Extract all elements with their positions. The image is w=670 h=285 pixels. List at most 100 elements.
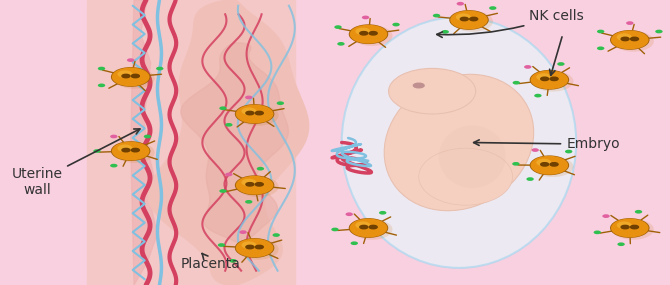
- Circle shape: [630, 37, 639, 41]
- Ellipse shape: [442, 30, 449, 34]
- Ellipse shape: [531, 70, 568, 89]
- Ellipse shape: [350, 25, 387, 44]
- Ellipse shape: [610, 218, 649, 238]
- Ellipse shape: [530, 155, 569, 175]
- Ellipse shape: [113, 142, 155, 163]
- Ellipse shape: [616, 221, 632, 229]
- Ellipse shape: [433, 14, 440, 17]
- Ellipse shape: [351, 25, 393, 46]
- Ellipse shape: [225, 173, 232, 176]
- Ellipse shape: [110, 164, 117, 168]
- Ellipse shape: [452, 11, 493, 32]
- Ellipse shape: [530, 70, 569, 90]
- Ellipse shape: [536, 159, 551, 166]
- Ellipse shape: [626, 21, 634, 25]
- Ellipse shape: [532, 71, 574, 91]
- Ellipse shape: [355, 28, 371, 35]
- Circle shape: [470, 17, 478, 21]
- Polygon shape: [87, 0, 295, 285]
- Ellipse shape: [112, 142, 149, 160]
- Polygon shape: [181, 43, 288, 242]
- Ellipse shape: [245, 200, 253, 204]
- Circle shape: [360, 32, 368, 35]
- Circle shape: [131, 74, 139, 78]
- Circle shape: [122, 148, 130, 152]
- Ellipse shape: [489, 6, 496, 10]
- Ellipse shape: [239, 230, 247, 234]
- Ellipse shape: [237, 239, 279, 260]
- Ellipse shape: [350, 219, 387, 237]
- Circle shape: [255, 245, 263, 249]
- Ellipse shape: [531, 156, 568, 175]
- Ellipse shape: [351, 219, 393, 240]
- Ellipse shape: [93, 149, 100, 153]
- Ellipse shape: [241, 107, 257, 115]
- Ellipse shape: [456, 13, 471, 21]
- Ellipse shape: [257, 167, 264, 170]
- Ellipse shape: [236, 239, 273, 257]
- Ellipse shape: [225, 123, 232, 127]
- Ellipse shape: [237, 105, 279, 126]
- Ellipse shape: [236, 176, 273, 195]
- Circle shape: [246, 245, 254, 249]
- Circle shape: [255, 183, 263, 186]
- Ellipse shape: [389, 68, 476, 114]
- Ellipse shape: [219, 189, 226, 193]
- Circle shape: [550, 163, 558, 166]
- Circle shape: [621, 37, 629, 41]
- Ellipse shape: [235, 238, 274, 258]
- Ellipse shape: [235, 175, 274, 195]
- Ellipse shape: [655, 30, 663, 33]
- Ellipse shape: [144, 135, 151, 138]
- Ellipse shape: [98, 67, 105, 70]
- Circle shape: [541, 77, 549, 81]
- Ellipse shape: [334, 25, 342, 29]
- Ellipse shape: [277, 101, 284, 105]
- Ellipse shape: [557, 62, 565, 66]
- Circle shape: [413, 83, 424, 88]
- Circle shape: [541, 163, 549, 166]
- Ellipse shape: [112, 68, 149, 86]
- Ellipse shape: [531, 148, 539, 152]
- Ellipse shape: [384, 74, 534, 211]
- Ellipse shape: [597, 46, 604, 50]
- Ellipse shape: [612, 219, 654, 240]
- Ellipse shape: [273, 233, 280, 237]
- Ellipse shape: [524, 65, 531, 69]
- Ellipse shape: [419, 148, 513, 205]
- Circle shape: [621, 225, 629, 229]
- Ellipse shape: [594, 231, 601, 234]
- Ellipse shape: [127, 58, 135, 62]
- Circle shape: [246, 111, 254, 115]
- Ellipse shape: [513, 81, 520, 85]
- Ellipse shape: [527, 177, 534, 181]
- Ellipse shape: [235, 104, 274, 124]
- Ellipse shape: [617, 242, 625, 246]
- Ellipse shape: [355, 221, 371, 229]
- Circle shape: [360, 225, 368, 229]
- Ellipse shape: [346, 212, 353, 216]
- Ellipse shape: [379, 211, 387, 215]
- Polygon shape: [148, 0, 309, 285]
- Text: Uterine
wall: Uterine wall: [11, 129, 140, 197]
- Ellipse shape: [616, 33, 632, 41]
- Ellipse shape: [362, 16, 369, 19]
- Ellipse shape: [611, 30, 649, 49]
- Ellipse shape: [245, 95, 253, 99]
- Circle shape: [131, 148, 139, 152]
- Ellipse shape: [634, 210, 643, 214]
- Ellipse shape: [241, 179, 257, 186]
- Circle shape: [122, 74, 130, 78]
- Ellipse shape: [393, 23, 400, 27]
- Ellipse shape: [337, 42, 344, 46]
- Ellipse shape: [156, 67, 163, 70]
- Ellipse shape: [219, 106, 226, 110]
- Text: NK cells: NK cells: [437, 9, 584, 37]
- Text: Embryo: Embryo: [474, 137, 620, 151]
- Ellipse shape: [536, 73, 551, 81]
- Circle shape: [369, 225, 377, 229]
- Ellipse shape: [532, 156, 574, 177]
- Ellipse shape: [331, 228, 339, 231]
- Ellipse shape: [117, 144, 133, 152]
- Text: Placenta: Placenta: [181, 253, 241, 271]
